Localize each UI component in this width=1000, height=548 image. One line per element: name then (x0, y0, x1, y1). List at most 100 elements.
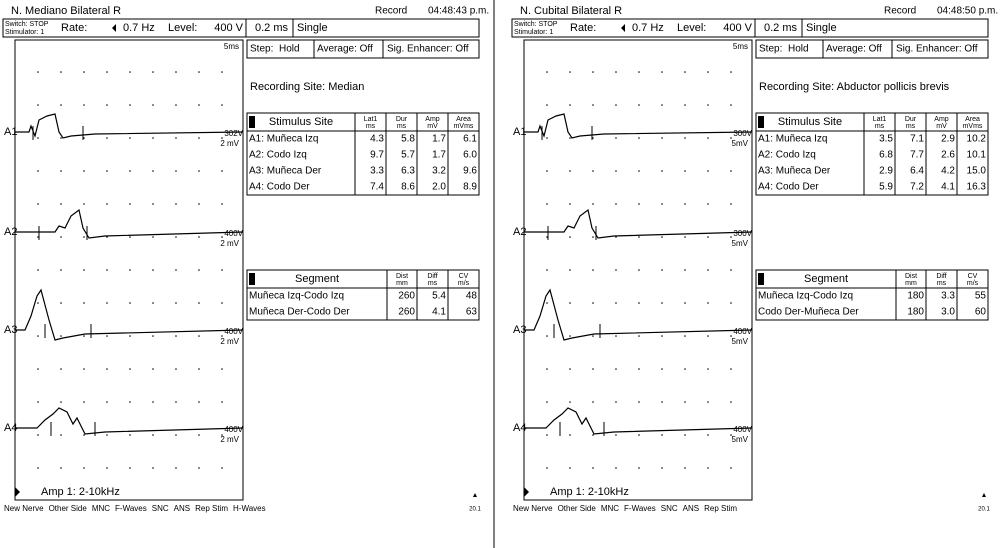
cell: 6.0 (463, 150, 477, 161)
level[interactable]: 400 V (214, 22, 243, 34)
grid-dot (221, 467, 223, 469)
grid-dot (661, 104, 663, 106)
grid-dot (661, 401, 663, 403)
trace-gain: 2 mV (220, 239, 239, 248)
cell: 3.3 (370, 166, 384, 177)
rate-arrow[interactable] (621, 24, 625, 32)
scroll-arrow[interactable] (15, 487, 20, 497)
menu-item[interactable]: MNC (601, 504, 619, 513)
grid-dot (546, 137, 548, 139)
trace-gain: 5mV (732, 139, 749, 148)
grid-dot (592, 467, 594, 469)
menu-item[interactable]: SNC (661, 504, 678, 513)
menu-item[interactable]: MNC (92, 504, 110, 513)
grid-dot (546, 71, 548, 73)
grid-dot (638, 203, 640, 205)
rate[interactable]: 0.7 Hz (123, 22, 155, 34)
menu-item[interactable]: New Nerve (513, 504, 553, 513)
step[interactable]: Step: (759, 44, 782, 55)
trace-label: A3 (4, 324, 17, 336)
grid-dot (152, 434, 154, 436)
column-name: CV (459, 273, 469, 280)
rate[interactable]: 0.7 Hz (632, 22, 664, 34)
trace-voltage: 400V (733, 327, 752, 336)
grid-dot (592, 434, 594, 436)
enhancer[interactable]: Sig. Enhancer: Off (896, 44, 978, 55)
grid-dot (707, 170, 709, 172)
cell: 15.0 (967, 166, 987, 177)
menu-item[interactable]: Rep Stim (704, 504, 737, 513)
grid-dot (106, 203, 108, 205)
grid-dot (615, 170, 617, 172)
enhancer[interactable]: Sig. Enhancer: Off (387, 44, 469, 55)
mode[interactable]: Single (806, 22, 837, 34)
grid-dot (221, 137, 223, 139)
grid-dot (707, 137, 709, 139)
recording-site: Recording Site: Median (250, 81, 364, 93)
waveform (524, 407, 753, 435)
column-name: Area (965, 116, 980, 123)
grid-dot (129, 434, 131, 436)
menu-item[interactable]: F-Waves (624, 504, 656, 513)
stimulator: Stimulator: 1 (5, 29, 44, 36)
cell: 4.2 (941, 166, 955, 177)
grid-dot (37, 203, 39, 205)
duration[interactable]: 0.2 ms (255, 22, 289, 34)
menu-item[interactable]: Other Side (558, 504, 597, 513)
row-label: Muñeca Der-Codo Der (249, 307, 350, 318)
scroll-arrow[interactable] (524, 487, 529, 497)
hold[interactable]: Hold (788, 44, 809, 55)
grid-dot (198, 269, 200, 271)
column-unit: mm (396, 280, 408, 287)
menu-item[interactable]: New Nerve (4, 504, 44, 513)
grid-dot (546, 368, 548, 370)
menu-item[interactable]: Other Side (49, 504, 88, 513)
grid-dot (592, 104, 594, 106)
duration[interactable]: 0.2 ms (764, 22, 798, 34)
grid-dot (569, 137, 571, 139)
grid-dot (592, 335, 594, 337)
trace-label: A4 (4, 422, 17, 434)
grid-dot (592, 269, 594, 271)
grid-dot (60, 302, 62, 304)
grid-dot (615, 236, 617, 238)
grid-dot (661, 269, 663, 271)
status: Record (884, 6, 916, 17)
grid-dot (60, 335, 62, 337)
waveform (524, 288, 753, 341)
waveform (524, 208, 753, 239)
grid-dot (730, 236, 732, 238)
grid-dot (730, 302, 732, 304)
grid-dot (638, 269, 640, 271)
grid-dot (129, 170, 131, 172)
menu-item[interactable]: Rep Stim (195, 504, 228, 513)
grid-dot (37, 467, 39, 469)
average[interactable]: Average: Off (826, 44, 882, 55)
grid-dot (546, 434, 548, 436)
level[interactable]: 400 V (723, 22, 752, 34)
grid-dot (198, 434, 200, 436)
filter: Amp 1: 2-10kHz (41, 486, 120, 498)
menu-item[interactable]: ANS (683, 504, 699, 513)
step[interactable]: Step: (250, 44, 273, 55)
grid-dot (221, 269, 223, 271)
cell: 5.8 (401, 134, 415, 145)
menu-item[interactable]: ANS (174, 504, 190, 513)
mode[interactable]: Single (297, 22, 328, 34)
menu-item[interactable]: H-Waves (233, 504, 266, 513)
hold[interactable]: Hold (279, 44, 300, 55)
rate-arrow[interactable] (112, 24, 116, 32)
menu-item[interactable]: SNC (152, 504, 169, 513)
grid-dot (175, 302, 177, 304)
grid-dot (129, 71, 131, 73)
trace-voltage: 400V (224, 425, 243, 434)
grid-dot (707, 104, 709, 106)
grid-dot (730, 170, 732, 172)
grid-dot (152, 170, 154, 172)
grid-dot (198, 467, 200, 469)
column-unit: m/s (967, 280, 979, 287)
average[interactable]: Average: Off (317, 44, 373, 55)
cell: 6.3 (401, 166, 415, 177)
cell: 1.7 (432, 134, 446, 145)
menu-item[interactable]: F-Waves (115, 504, 147, 513)
